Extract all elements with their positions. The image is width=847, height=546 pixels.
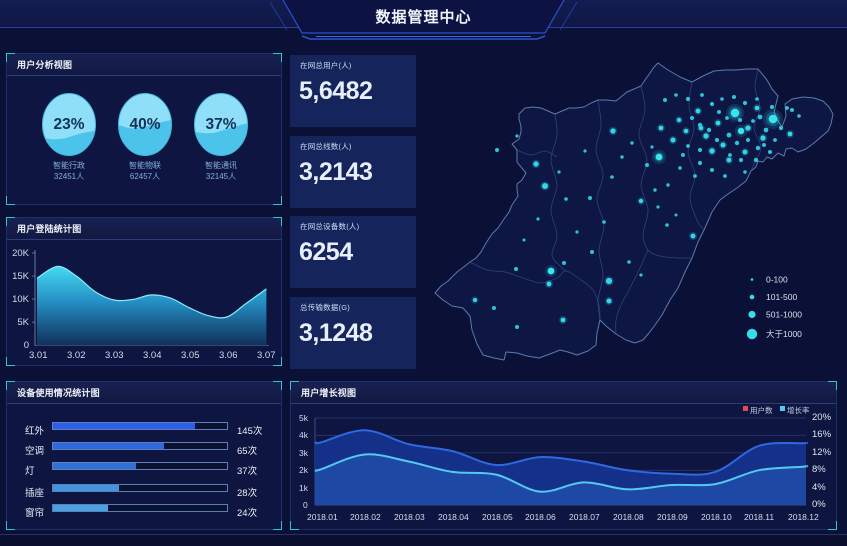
svg-text:大于1000: 大于1000	[766, 329, 802, 339]
svg-text:40%: 40%	[129, 116, 160, 133]
svg-text:23%: 23%	[53, 116, 84, 133]
svg-text:501-1000: 501-1000	[766, 310, 802, 320]
svg-text:0-100: 0-100	[766, 275, 788, 285]
svg-text:101-500: 101-500	[766, 292, 797, 302]
svg-text:37%: 37%	[205, 116, 236, 133]
